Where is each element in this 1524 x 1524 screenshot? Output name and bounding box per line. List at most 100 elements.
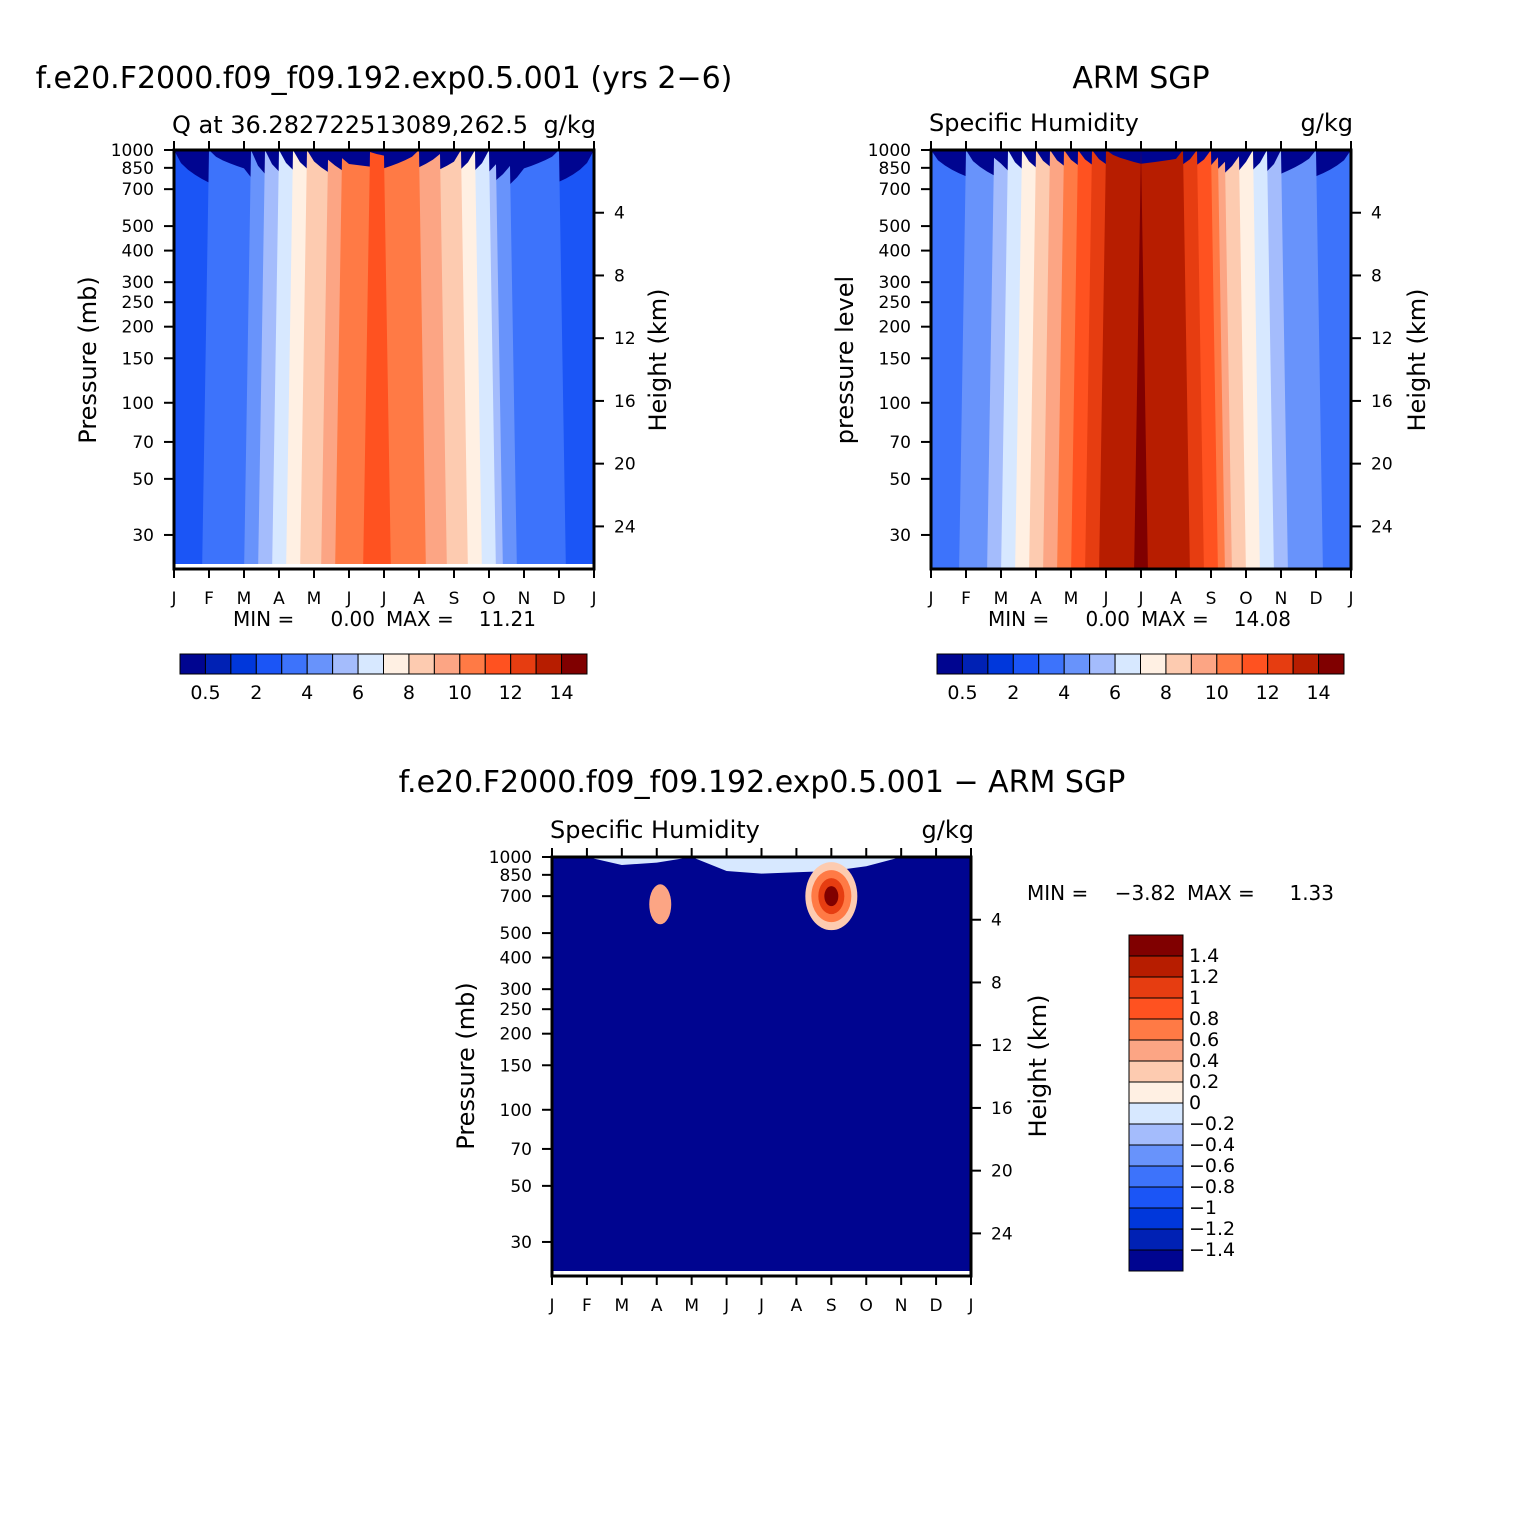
obs-colorbar-label: 2 [1007, 682, 1019, 704]
obs-colorbar-swatch [1216, 653, 1243, 675]
model-x-tick-label: M [237, 589, 252, 609]
diff-min-label: MIN = [1027, 881, 1088, 905]
obs-colorbar-swatch [987, 653, 1014, 675]
diff-colorbar-label: −0.2 [1189, 1113, 1235, 1135]
obs-colorbar-label: 6 [1109, 682, 1121, 704]
obs-colorbar-swatch [1063, 653, 1091, 675]
obs-colorbar-swatch [1038, 653, 1065, 675]
panel-b-title: ARM SGP [1072, 61, 1209, 96]
model-max-value: 11.21 [479, 607, 536, 631]
diff-colorbar-swatch [1128, 1186, 1184, 1209]
obs-colorbar-swatch [1012, 653, 1040, 675]
obs-colorbar-swatch [1267, 653, 1294, 675]
diff-max-value: 1.33 [1289, 881, 1334, 905]
diff-y2-tick-label: 12 [991, 1036, 1013, 1056]
obs-y-tick-label: 70 [889, 433, 911, 453]
diff-y-tick-label: 150 [500, 1056, 532, 1076]
model-x-tick-label: M [307, 589, 322, 609]
diff-y-axis-label: Pressure (mb) [452, 982, 480, 1149]
obs-colorbar-swatch [1190, 653, 1218, 675]
diff-x-tick-label: J [548, 1296, 554, 1316]
diff-y-tick-label: 30 [510, 1233, 532, 1253]
obs-y-tick-label: 850 [879, 159, 911, 179]
obs-colorbar-label: 8 [1160, 682, 1172, 704]
obs-x-tick-label: D [1309, 589, 1322, 609]
diff-colorbar-label: 0.8 [1189, 1008, 1219, 1030]
obs-y-axis-label: pressure level [831, 276, 859, 444]
model-colorbar-label: 8 [403, 682, 415, 704]
model-colorbar-label: 10 [448, 682, 472, 704]
diff-y-tick-label: 1000 [489, 848, 532, 868]
model-y2-tick-label: 20 [614, 455, 636, 475]
obs-x-tick-label: F [961, 589, 971, 609]
model-y-axis-label: Pressure (mb) [74, 276, 102, 443]
model-colorbar-swatch [306, 653, 334, 675]
obs-min-label: MIN = [988, 607, 1049, 631]
model-y2-tick-label: 8 [614, 266, 625, 286]
obs-colorbar-swatch [1114, 653, 1141, 675]
diff-y-tick-label: 100 [500, 1101, 532, 1121]
diff-y2-tick-label: 20 [991, 1162, 1013, 1182]
diff-colorbar-swatch [1128, 1207, 1184, 1230]
obs-y-tick-label: 50 [889, 470, 911, 490]
diff-left-label: Specific Humidity [550, 816, 760, 844]
model-x-tick-label: O [482, 589, 495, 609]
model-y2-tick-label: 12 [614, 329, 636, 349]
model-y-tick-label: 200 [122, 318, 154, 338]
diff-colorbar-label: −1.2 [1189, 1218, 1235, 1240]
diff-colorbar-label: 0.6 [1189, 1029, 1219, 1051]
model-y2-tick-label: 16 [614, 392, 636, 412]
model-x-tick-label: J [590, 589, 596, 609]
diff-band-low-3 [552, 857, 971, 1276]
diff-colorbar-label: 1.2 [1189, 966, 1219, 988]
diff-colorbar-label: −0.4 [1189, 1134, 1235, 1156]
obs-units-label: g/kg [1301, 109, 1353, 137]
model-colorbar-swatch [459, 653, 486, 675]
obs-y2-axis-label: Height (km) [1403, 289, 1431, 432]
diff-y2-tick-label: 16 [991, 1099, 1013, 1119]
diff-y2-tick-label: 24 [991, 1224, 1013, 1244]
diff-x-tick-label: J [758, 1296, 764, 1316]
diff-below-ground-strip [552, 1271, 971, 1276]
diff-colorbar-label: −0.6 [1189, 1155, 1235, 1177]
diff-x-tick-label: M [614, 1296, 629, 1316]
obs-colorbar-label: 14 [1306, 682, 1330, 704]
obs-y-tick-label: 100 [879, 394, 911, 414]
model-x-tick-label: J [170, 589, 176, 609]
model-colorbar-label: 4 [301, 682, 313, 704]
model-x-tick-label: A [413, 589, 425, 609]
diff-x-tick-label: J [723, 1296, 729, 1316]
obs-y-tick-label: 300 [879, 273, 911, 293]
diff-contour-fill [552, 857, 971, 1276]
model-colorbar-swatch [561, 653, 588, 675]
model-colorbar-label: 2 [250, 682, 262, 704]
diff-y-tick-label: 400 [500, 949, 532, 969]
model-colorbar-swatch [204, 653, 232, 675]
model-below-ground-strip [174, 564, 594, 569]
diff-colorbar-swatch [1128, 934, 1184, 957]
diff-y-tick-label: 250 [500, 1000, 532, 1020]
obs-colorbar: 0.5 2 4 6 8 10 12 14 [936, 653, 1345, 704]
diff-colorbar-swatch [1128, 1060, 1184, 1083]
obs-x-tick-label: A [1030, 589, 1042, 609]
obs-x-tick-label: J [1347, 589, 1353, 609]
diff-colorbar-label: 1.4 [1189, 945, 1219, 967]
obs-max-label: MAX = [1141, 607, 1209, 631]
panel-c-title: f.e20.F2000.f09_f09.192.exp0.5.001 − ARM… [399, 765, 1126, 800]
model-x-tick-label: A [273, 589, 285, 609]
model-y-tick-label: 30 [132, 526, 154, 546]
obs-left-label: Specific Humidity [929, 109, 1139, 137]
diff-x-tick-label: D [930, 1296, 943, 1316]
model-y2-tick-label: 24 [614, 517, 636, 537]
obs-colorbar-label: 0.5 [947, 682, 977, 704]
obs-min-value: 0.00 [1085, 607, 1130, 631]
model-colorbar-swatch [179, 653, 206, 675]
diff-y-tick-label: 200 [500, 1025, 532, 1045]
diff-colorbar-swatch [1128, 1123, 1184, 1146]
diff-contour-panel: J F M A M J J A S O N D J305070100150200250300400500… [452, 816, 1334, 1316]
diff-colorbar-label: 0.4 [1189, 1050, 1219, 1072]
diff-colorbar-label: 0.2 [1189, 1071, 1219, 1093]
model-y-tick-label: 50 [132, 470, 154, 490]
obs-colorbar-label: 10 [1205, 682, 1229, 704]
